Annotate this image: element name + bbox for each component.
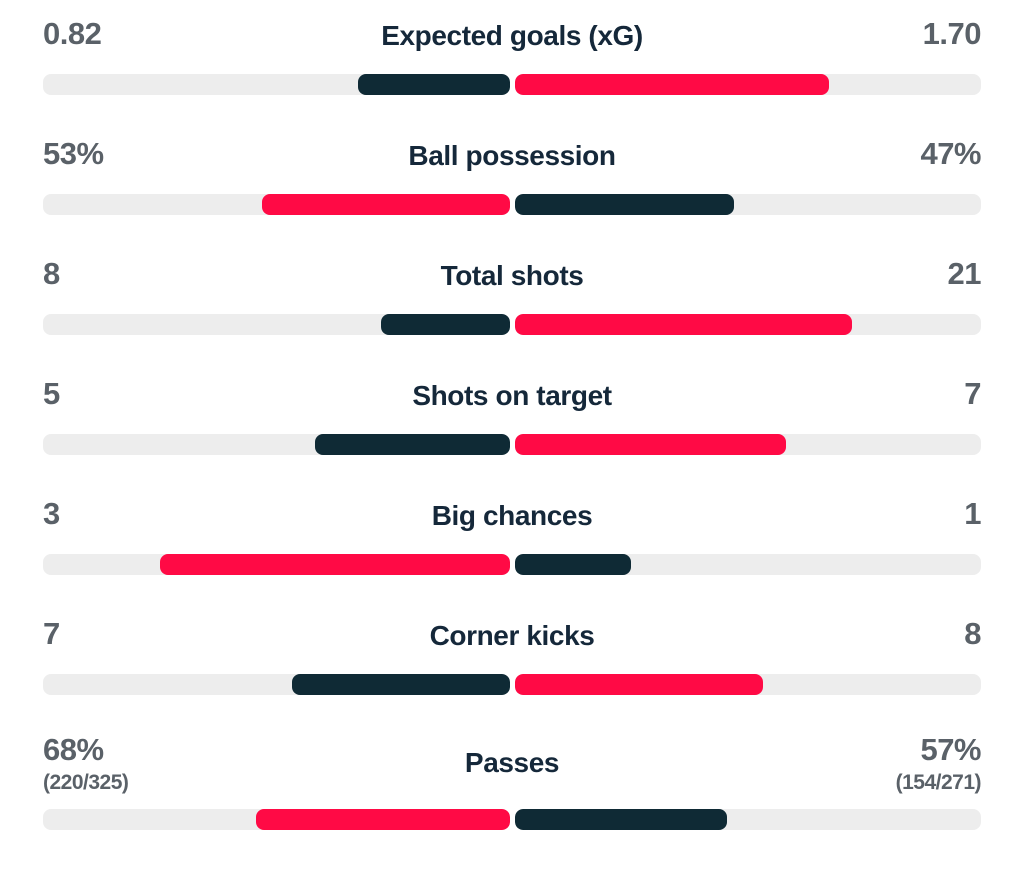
stat-label: Big chances	[431, 500, 593, 531]
away-bar-track	[514, 74, 981, 95]
away-bar-fill	[514, 808, 728, 830]
home-bar-track	[43, 674, 510, 695]
away-bar-fill	[514, 74, 830, 95]
home-bar-fill	[159, 554, 510, 575]
stat-head: 8 Total shots 21	[43, 253, 982, 299]
home-value: 3	[43, 496, 60, 532]
stat-label: Shots on target	[412, 380, 612, 411]
away-bar-fill	[514, 434, 787, 455]
away-value-detail: (154/271)	[895, 770, 982, 794]
home-bar-fill	[380, 314, 510, 335]
stat-head: 68% (220/325) Passes 57% (154/271)	[43, 732, 982, 794]
away-value-block: 57% (154/271)	[569, 732, 982, 794]
stat-head: 3 Big chances 1	[43, 493, 981, 539]
away-bar-fill	[514, 674, 764, 695]
stat-label: Corner kicks	[429, 620, 595, 651]
home-bar-track	[43, 314, 510, 335]
away-value: 1	[964, 496, 981, 532]
stat-label: Expected goals (xG)	[381, 20, 643, 51]
stat-head: 5 Shots on target 7	[43, 373, 981, 419]
stat-bar	[43, 194, 981, 215]
stat-label: Passes	[464, 747, 560, 779]
home-value: 5	[43, 376, 60, 412]
home-value: 8	[43, 256, 60, 292]
stat-bar	[43, 314, 981, 335]
home-bar-track	[43, 74, 510, 95]
away-value-block: 21	[593, 256, 982, 295]
stat-bar	[43, 554, 981, 575]
home-value-block: 7	[43, 616, 420, 655]
stat-bar	[43, 434, 981, 455]
stat-head: 53% Ball possession 47%	[43, 133, 981, 179]
away-value: 21	[947, 256, 982, 292]
stat-row-corner-kicks: 7 Corner kicks 8	[43, 613, 981, 695]
home-bar-fill	[357, 74, 510, 95]
stat-row-expected-goals-xg: 0.82 Expected goals (xG) 1.70	[43, 13, 982, 95]
home-value-block: 8	[43, 256, 431, 295]
away-value: 7	[964, 376, 981, 412]
home-bar-fill	[255, 808, 510, 830]
away-value: 47%	[920, 136, 981, 172]
away-value: 8	[964, 616, 981, 652]
home-value-detail: (220/325)	[43, 770, 129, 794]
stat-row-total-shots: 8 Total shots 21	[43, 253, 982, 335]
away-bar-track	[514, 194, 981, 215]
home-value-block: 3	[43, 496, 422, 535]
stat-label: Total shots	[440, 260, 584, 291]
away-value-block: 47%	[626, 136, 981, 175]
stat-row-ball-possession: 53% Ball possession 47%	[43, 133, 981, 215]
away-value-block: 7	[622, 376, 981, 415]
home-bar-track	[43, 808, 510, 830]
home-value-block: 53%	[43, 136, 398, 175]
home-value-block: 0.82	[43, 16, 371, 55]
home-value: 0.82	[43, 16, 102, 52]
home-value: 53%	[43, 136, 104, 172]
home-bar-fill	[262, 194, 510, 215]
home-bar-track	[43, 554, 510, 575]
stat-row-passes: 68% (220/325) Passes 57% (154/271)	[43, 732, 982, 830]
home-value-block: 5	[43, 376, 402, 415]
stat-row-shots-on-target: 5 Shots on target 7	[43, 373, 981, 455]
stat-row-big-chances: 3 Big chances 1	[43, 493, 981, 575]
home-bar-fill	[291, 674, 510, 695]
away-value-block: 1	[602, 496, 981, 535]
home-value-block: 68% (220/325)	[43, 732, 455, 794]
away-bar-track	[514, 808, 981, 830]
home-value: 68%	[43, 732, 104, 767]
stat-bar	[43, 808, 981, 830]
stat-bar	[43, 74, 981, 95]
away-value: 1.70	[922, 16, 982, 52]
away-bar-fill	[514, 314, 853, 335]
away-bar-fill	[514, 554, 632, 575]
stat-head: 0.82 Expected goals (xG) 1.70	[43, 13, 982, 59]
home-bar-track	[43, 434, 510, 455]
away-bar-track	[514, 434, 981, 455]
home-bar-fill	[314, 434, 510, 455]
away-value-block: 8	[604, 616, 981, 655]
away-value-block: 1.70	[653, 16, 982, 55]
away-bar-track	[514, 674, 981, 695]
away-value: 57%	[920, 732, 981, 767]
home-bar-track	[43, 194, 510, 215]
home-value: 7	[43, 616, 60, 652]
away-bar-track	[514, 554, 981, 575]
away-bar-fill	[514, 194, 734, 215]
stat-label: Ball possession	[408, 140, 616, 171]
stat-head: 7 Corner kicks 8	[43, 613, 981, 659]
stat-bar	[43, 674, 981, 695]
away-bar-track	[514, 314, 981, 335]
